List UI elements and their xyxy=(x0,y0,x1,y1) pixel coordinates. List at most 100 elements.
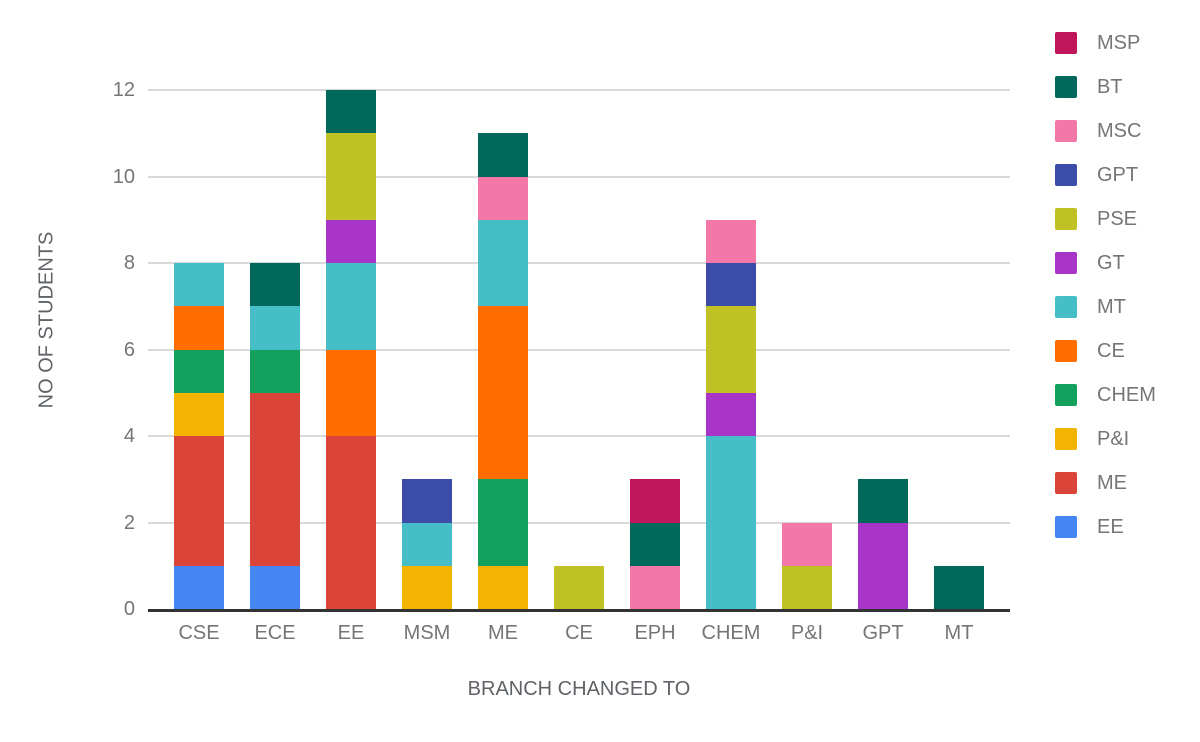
legend-item-GPT[interactable]: GPT xyxy=(1055,164,1156,186)
bar-segment-EPH-BT[interactable] xyxy=(630,522,680,566)
x-tick-label-ECE: ECE xyxy=(254,622,296,644)
bar-segment-MT-BT[interactable] xyxy=(934,565,984,609)
gridline-2 xyxy=(148,521,1010,524)
bar-segment-ECE-EE[interactable] xyxy=(250,565,300,609)
bar-segment-P&I-MSC[interactable] xyxy=(782,522,832,566)
gridline-6 xyxy=(148,348,1010,351)
bar-slot-MSM xyxy=(389,90,465,609)
bar-segment-ECE-ME[interactable] xyxy=(250,392,300,566)
x-tick-label-CE: CE xyxy=(565,622,593,644)
bar-slot-CE xyxy=(541,90,617,609)
legend-swatch-GPT xyxy=(1055,164,1077,186)
x-tick-label-GPT: GPT xyxy=(862,622,904,644)
bar-MT xyxy=(934,565,984,609)
x-tick-label-ME: ME xyxy=(488,622,518,644)
legend-item-CHEM[interactable]: CHEM xyxy=(1055,384,1156,406)
bar-segment-CHEM-GT[interactable] xyxy=(706,392,756,436)
bar-segment-CSE-CHEM[interactable] xyxy=(174,349,224,393)
gridline-10 xyxy=(148,175,1010,178)
bar-segment-ME-CHEM[interactable] xyxy=(478,479,528,566)
x-tick-label-CHEM: CHEM xyxy=(701,622,761,644)
bar-segment-CSE-ME[interactable] xyxy=(174,436,224,566)
bar-segment-CSE-MT[interactable] xyxy=(174,263,224,307)
legend-label-GPT: GPT xyxy=(1097,163,1139,186)
legend-item-GT[interactable]: GT xyxy=(1055,252,1156,274)
legend-swatch-MSC xyxy=(1055,120,1077,142)
bar-segment-ME-BT[interactable] xyxy=(478,133,528,177)
legend-item-CE[interactable]: CE xyxy=(1055,340,1156,362)
y-tick-label-2: 2 xyxy=(123,511,135,534)
gridline-4 xyxy=(148,435,1010,437)
bar-segment-MSM-GPT[interactable] xyxy=(402,479,452,523)
legend-item-EE[interactable]: EE xyxy=(1055,516,1156,538)
bar-CE xyxy=(554,565,604,609)
bar-segment-EE-PSE[interactable] xyxy=(326,133,376,220)
bar-segment-GPT-BT[interactable] xyxy=(858,479,908,523)
bar-ECE xyxy=(250,263,300,609)
bar-segment-ECE-CHEM[interactable] xyxy=(250,349,300,393)
bar-slot-P&I xyxy=(769,90,845,609)
bar-segment-EPH-MSP[interactable] xyxy=(630,479,680,523)
legend-item-BT[interactable]: BT xyxy=(1055,76,1156,98)
bar-segment-CHEM-PSE[interactable] xyxy=(706,306,756,393)
bar-EPH xyxy=(630,479,680,609)
legend-item-P&I[interactable]: P&I xyxy=(1055,428,1156,450)
bar-segment-GPT-GT[interactable] xyxy=(858,522,908,609)
plot-area xyxy=(148,89,1010,612)
y-tick-label-12: 12 xyxy=(112,79,135,101)
bar-segment-ME-CE[interactable] xyxy=(478,306,528,480)
legend-label-CHEM: CHEM xyxy=(1097,383,1156,406)
bar-segment-EE-BT[interactable] xyxy=(326,90,376,134)
bar-segment-CSE-EE[interactable] xyxy=(174,565,224,609)
bar-segment-P&I-PSE[interactable] xyxy=(782,565,832,609)
legend-label-GT: GT xyxy=(1097,251,1125,274)
bar-slot-EE xyxy=(313,90,389,609)
bar-segment-EE-CE[interactable] xyxy=(326,349,376,436)
bar-segment-CHEM-MT[interactable] xyxy=(706,436,756,609)
bar-segment-MSM-P&I[interactable] xyxy=(402,565,452,609)
x-tick-label-P&I: P&I xyxy=(790,622,824,644)
bar-MSM xyxy=(402,479,452,609)
gridline-12 xyxy=(148,89,1010,91)
legend-swatch-ME xyxy=(1055,472,1077,494)
legend-item-MT[interactable]: MT xyxy=(1055,296,1156,318)
legend-swatch-PSE xyxy=(1055,208,1077,230)
bar-segment-CHEM-GPT[interactable] xyxy=(706,263,756,307)
bar-segment-CE-PSE[interactable] xyxy=(554,565,604,609)
bar-ME xyxy=(478,133,528,609)
legend-item-ME[interactable]: ME xyxy=(1055,472,1156,494)
bar-slot-CHEM xyxy=(693,90,769,609)
y-tick-label-8: 8 xyxy=(123,252,135,274)
legend-item-PSE[interactable]: PSE xyxy=(1055,208,1156,230)
bars-container xyxy=(161,90,997,609)
bar-segment-EE-ME[interactable] xyxy=(326,436,376,609)
x-tick-label-MSM: MSM xyxy=(403,622,451,644)
bar-segment-MSM-MT[interactable] xyxy=(402,522,452,566)
bar-segment-EE-MT[interactable] xyxy=(326,263,376,350)
bar-slot-EPH xyxy=(617,90,693,609)
legend-swatch-MT xyxy=(1055,296,1077,318)
bar-segment-ME-P&I[interactable] xyxy=(478,565,528,609)
legend-item-MSP[interactable]: MSP xyxy=(1055,32,1156,54)
legend-item-MSC[interactable]: MSC xyxy=(1055,120,1156,142)
x-tick-label-EPH: EPH xyxy=(634,622,676,644)
bar-segment-CSE-P&I[interactable] xyxy=(174,392,224,436)
legend-swatch-EE xyxy=(1055,516,1077,538)
bar-slot-ECE xyxy=(237,90,313,609)
bar-segment-ECE-BT[interactable] xyxy=(250,263,300,307)
chart-legend: MSP BT MSC GPT PSE GT MT CE CHEM P&I ME EE xyxy=(1055,32,1156,560)
y-tick-label-6: 6 xyxy=(123,338,135,361)
bar-segment-ME-MT[interactable] xyxy=(478,219,528,307)
legend-swatch-CE xyxy=(1055,340,1077,362)
legend-label-BT: BT xyxy=(1097,75,1123,98)
bar-segment-CSE-CE[interactable] xyxy=(174,306,224,350)
bar-slot-CSE xyxy=(161,90,237,609)
x-axis-title: BRANCH CHANGED TO xyxy=(467,678,691,700)
bar-segment-CHEM-MSC[interactable] xyxy=(706,219,756,263)
legend-swatch-BT xyxy=(1055,76,1077,98)
bar-segment-EE-GT[interactable] xyxy=(326,219,376,263)
bar-segment-EPH-MSC[interactable] xyxy=(630,565,680,609)
bar-segment-ME-MSC[interactable] xyxy=(478,176,528,220)
bar-segment-ECE-MT[interactable] xyxy=(250,306,300,350)
